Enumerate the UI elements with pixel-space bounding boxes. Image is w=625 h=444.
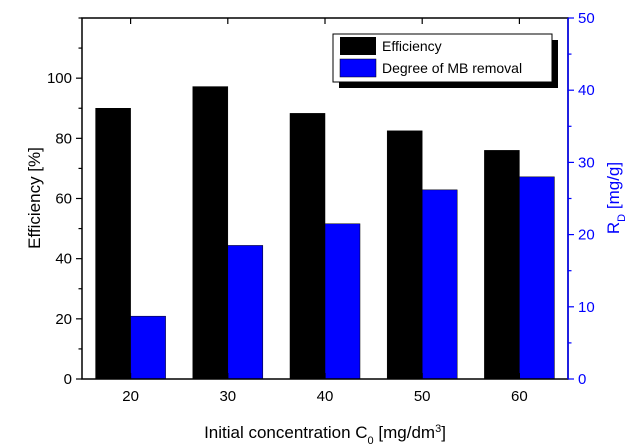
y-axis-right-title: RD [mg/g] [604,162,625,234]
bar-efficiency-50 [386,130,423,380]
y-left-tick-label-20: 20 [55,311,72,328]
x-tick-label-40: 40 [317,388,334,405]
legend-label-mb-removal: Degree of MB removal [382,60,522,76]
bar-efficiency-20 [95,108,131,380]
legend-swatch-efficiency [340,37,376,55]
x-tick-label-60: 60 [511,388,528,405]
x-tick-label-50: 50 [414,388,431,405]
y-right-tick-label-10: 10 [578,299,595,316]
legend-label-efficiency: Efficiency [382,38,442,54]
y-left-tick-label-0: 0 [64,371,72,388]
bar-mb-removal-30 [227,245,264,380]
x-axis-title: Initial concentration C0 [mg/dm3] [204,423,446,444]
x-tick-label-20: 20 [122,388,139,405]
y-left-tick-label-100: 100 [47,70,72,87]
y-left-tick-label-40: 40 [55,251,72,268]
bar-mb-removal-50 [421,189,458,380]
y-axis-left-title: Efficiency [%] [25,147,44,249]
bar-mb-removal-40 [324,223,361,380]
y-right-tick-label-20: 20 [578,227,595,244]
y-axis-left: 0 20 40 60 80 100 [47,17,82,388]
y-left-tick-label-60: 60 [55,191,72,208]
bar-efficiency-30 [192,86,229,380]
bar-mb-removal-20 [130,315,166,380]
legend-swatch-mb-removal [339,58,377,78]
y-axis-right: 0 10 20 30 40 50 [567,10,595,388]
y-right-tick-label-40: 40 [578,82,595,99]
bars-group [95,86,555,380]
bar-efficiency-60 [484,150,520,380]
x-tick-label-30: 30 [219,388,236,405]
y-left-tick-label-80: 80 [55,130,72,147]
y-right-tick-label-50: 50 [578,10,595,27]
bar-mb-removal-60 [519,176,555,380]
bar-efficiency-40 [289,113,326,380]
y-right-tick-label-0: 0 [578,371,586,388]
legend: Efficiency Degree of MB removal [332,33,558,88]
y-right-tick-label-30: 30 [578,154,595,171]
x-axis: 20 30 40 50 60 [122,18,528,405]
